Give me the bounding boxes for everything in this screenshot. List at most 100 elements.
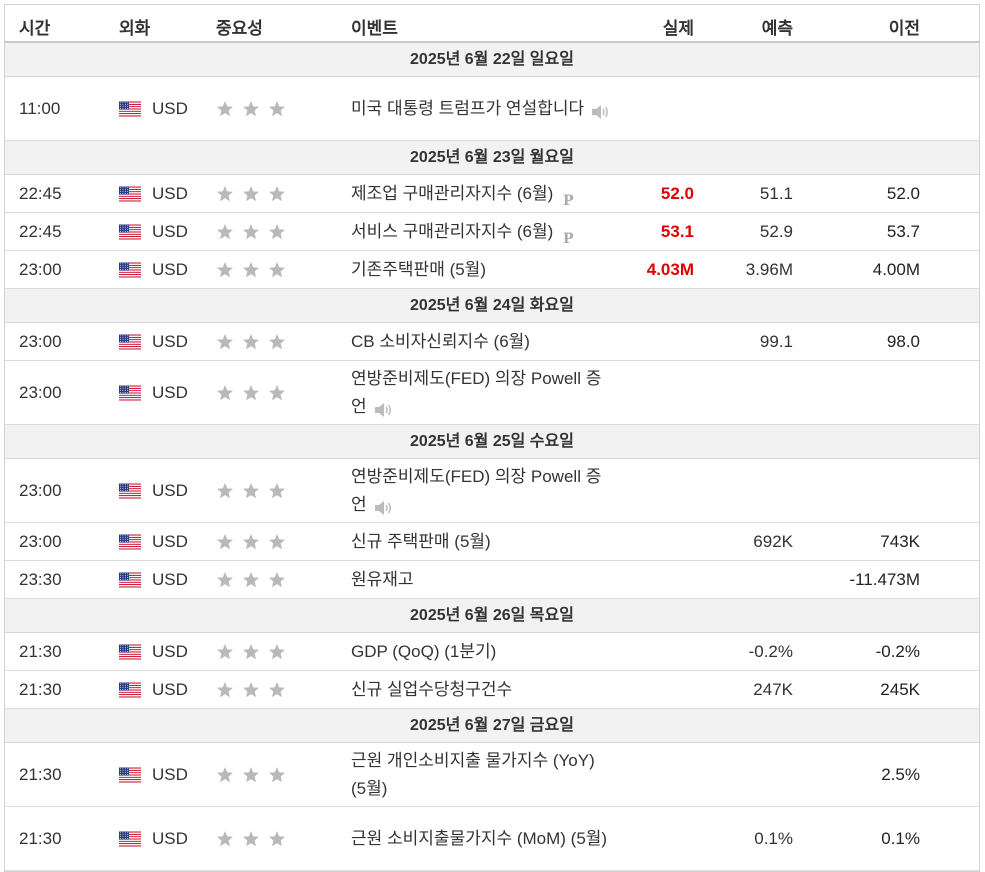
previous-value: 2.5% — [881, 764, 920, 784]
event-name-text[interactable]: GDP (QoQ) (1분기) — [351, 641, 497, 661]
speaker-icon[interactable] — [590, 101, 610, 120]
event-name[interactable]: 신규 주택판매 (5월) — [351, 528, 611, 556]
actual-value: 53.1 — [660, 221, 694, 241]
event-name[interactable]: 근원 개인소비지출 물가지수 (YoY) (5월) — [351, 747, 611, 803]
event-row[interactable]: 21:30 USD 근원 소비지출물가지수 (MoM) (5월) 0.1% 0.1% — [5, 807, 979, 871]
event-name-text[interactable]: 원유재고 — [351, 569, 414, 589]
currency-code: USD — [152, 183, 188, 203]
event-name[interactable]: 미국 대통령 트럼프가 연설합니다 — [351, 95, 611, 123]
event-name-text[interactable]: 제조업 구매관리자지수 (6월) — [351, 183, 554, 203]
actual-value: 4.03M — [646, 259, 694, 279]
star-icon — [269, 185, 285, 201]
event-name-text[interactable]: 신규 주택판매 (5월) — [351, 531, 491, 551]
star-icon — [243, 185, 259, 201]
calendar-body: 2025년 6월 22일 일요일 11:00 USD 미국 대통령 트럼프가 연설합니… — [5, 43, 979, 871]
star-icon — [243, 766, 259, 782]
star-icon — [243, 571, 259, 587]
event-row[interactable]: 11:00 USD 미국 대통령 트럼프가 연설합니다 — [5, 77, 979, 141]
event-name[interactable]: 제조업 구매관리자지수 (6월) P — [351, 180, 611, 210]
event-time: 21:30 — [19, 828, 62, 848]
event-time: 23:00 — [19, 382, 62, 402]
star-icon — [217, 185, 233, 201]
star-icon — [217, 261, 233, 277]
event-name-text[interactable]: 연방준비제도(FED) 의장 Powell 증언 — [351, 466, 602, 514]
event-row[interactable]: 23:00 USD 연방준비제도(FED) 의장 Powell 증언 — [5, 459, 979, 523]
star-icon — [269, 223, 285, 239]
event-name[interactable]: 원유재고 — [351, 566, 611, 594]
event-row[interactable]: 21:30 USD 근원 개인소비지출 물가지수 (YoY) (5월) 2.5% — [5, 743, 979, 807]
importance-stars — [216, 533, 294, 551]
forecast-value: 3.96M — [745, 259, 793, 279]
header-previous[interactable]: 이전 — [888, 19, 920, 38]
star-icon — [269, 261, 285, 277]
economic-calendar: 시간 외화 중요성 이벤트 실제 예측 이전 2025년 6월 22일 일요일 1… — [4, 4, 980, 872]
event-time: 23:00 — [19, 259, 62, 279]
event-row[interactable]: 22:45 USD 제조업 구매관리자지수 (6월) P 52.0 51.1 52.0 — [5, 175, 979, 213]
event-time: 23:00 — [19, 531, 62, 551]
forecast-value: 247K — [753, 679, 793, 699]
star-icon — [243, 223, 259, 239]
preliminary-badge-icon[interactable]: P — [561, 187, 575, 209]
speaker-icon[interactable] — [373, 399, 393, 418]
event-name-text[interactable]: 미국 대통령 트럼프가 연설합니다 — [351, 98, 585, 118]
event-row[interactable]: 23:30 USD 원유재고 -11.473M — [5, 561, 979, 599]
previous-value: 52.0 — [886, 183, 920, 203]
star-icon — [217, 100, 233, 116]
us-flag-icon — [119, 831, 141, 846]
event-row[interactable]: 23:00 USD 신규 주택판매 (5월) 692K 743K — [5, 523, 979, 561]
event-name-text[interactable]: 신규 실업수당청구건수 — [351, 679, 513, 699]
star-icon — [217, 384, 233, 400]
currency-code: USD — [152, 828, 188, 848]
star-icon — [217, 223, 233, 239]
star-icon — [269, 384, 285, 400]
event-name[interactable]: CB 소비자신뢰지수 (6월) — [351, 328, 611, 356]
currency-code: USD — [152, 531, 188, 551]
star-icon — [217, 333, 233, 349]
preliminary-badge-icon[interactable]: P — [561, 225, 575, 247]
header-forecast[interactable]: 예측 — [761, 19, 793, 38]
event-name[interactable]: GDP (QoQ) (1분기) — [351, 638, 611, 666]
event-name-text[interactable]: 서비스 구매관리자지수 (6월) — [351, 221, 554, 241]
header-event[interactable]: 이벤트 — [351, 19, 398, 38]
event-name[interactable]: 신규 실업수당청구건수 — [351, 676, 611, 704]
event-name-text[interactable]: 근원 개인소비지출 물가지수 (YoY) (5월) — [351, 750, 595, 798]
event-name-text[interactable]: CB 소비자신뢰지수 (6월) — [351, 331, 530, 351]
star-icon — [243, 384, 259, 400]
event-time: 11:00 — [19, 98, 61, 118]
event-name[interactable]: 근원 소비지출물가지수 (MoM) (5월) — [351, 825, 611, 853]
event-row[interactable]: 21:30 USD 신규 실업수당청구건수 247K 245K — [5, 671, 979, 709]
previous-value: 4.00M — [872, 259, 920, 279]
currency-code: USD — [152, 679, 188, 699]
event-name[interactable]: 연방준비제도(FED) 의장 Powell 증언 — [351, 365, 611, 421]
importance-stars — [216, 100, 294, 118]
currency-code: USD — [152, 764, 188, 784]
event-row[interactable]: 22:45 USD 서비스 구매관리자지수 (6월) P 53.1 52.9 53.7 — [5, 213, 979, 251]
importance-stars — [216, 482, 294, 500]
header-actual[interactable]: 실제 — [662, 19, 694, 38]
event-name-text[interactable]: 기존주택판매 (5월) — [351, 259, 486, 279]
us-flag-icon — [119, 186, 141, 201]
event-row[interactable]: 21:30 USD GDP (QoQ) (1분기) -0.2% -0.2% — [5, 633, 979, 671]
event-name[interactable]: 기존주택판매 (5월) — [351, 256, 611, 284]
forecast-value: -0.2% — [748, 641, 793, 661]
event-row[interactable]: 23:00 USD 연방준비제도(FED) 의장 Powell 증언 — [5, 361, 979, 425]
actual-value: 52.0 — [660, 183, 694, 203]
header-time[interactable]: 시간 — [19, 19, 51, 38]
event-name[interactable]: 연방준비제도(FED) 의장 Powell 증언 — [351, 463, 611, 519]
us-flag-icon — [119, 262, 141, 277]
speaker-icon[interactable] — [373, 497, 393, 516]
date-header: 2025년 6월 23일 월요일 — [5, 141, 979, 175]
event-name-text[interactable]: 근원 소비지출물가지수 (MoM) (5월) — [351, 828, 608, 848]
event-row[interactable]: 23:00 USD 기존주택판매 (5월) 4.03M 3.96M 4.00M — [5, 251, 979, 289]
star-icon — [243, 100, 259, 116]
event-time: 21:30 — [19, 679, 62, 699]
event-name[interactable]: 서비스 구매관리자지수 (6월) P — [351, 218, 611, 248]
header-importance[interactable]: 중요성 — [216, 19, 263, 38]
event-row[interactable]: 23:00 USD CB 소비자신뢰지수 (6월) 99.1 98.0 — [5, 323, 979, 361]
event-name-text[interactable]: 연방준비제도(FED) 의장 Powell 증언 — [351, 368, 602, 416]
star-icon — [269, 830, 285, 846]
header-currency[interactable]: 외화 — [119, 19, 151, 38]
forecast-value: 0.1% — [754, 828, 793, 848]
importance-stars — [216, 643, 294, 661]
star-icon — [243, 261, 259, 277]
